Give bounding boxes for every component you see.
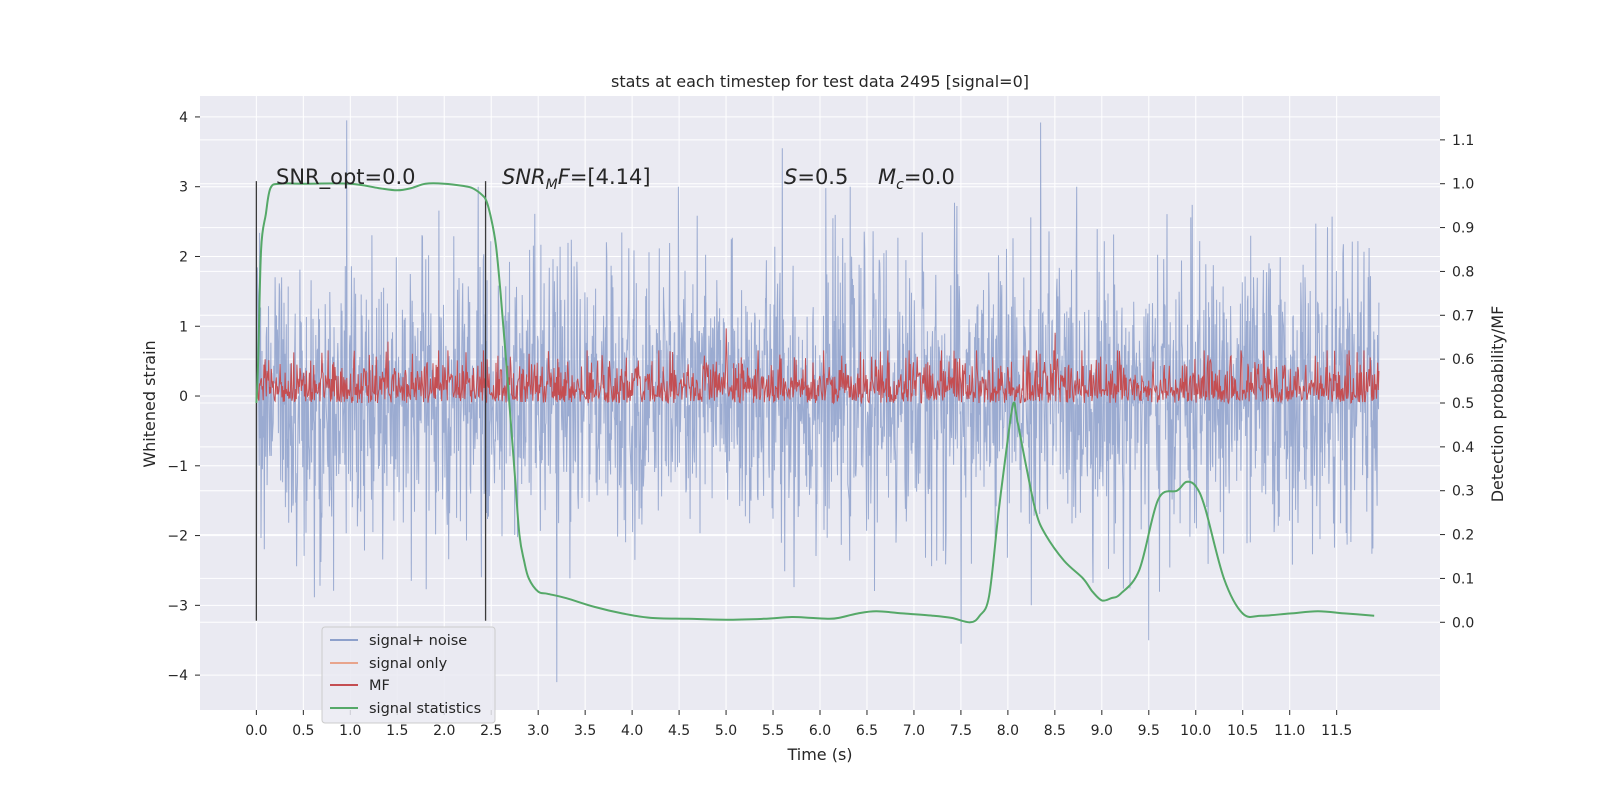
x-tick-label: 5.0 (715, 723, 737, 739)
y-tick-label: 3 (179, 180, 188, 196)
x-tick-label: 7.0 (903, 723, 925, 739)
x-tick-label: 2.0 (433, 723, 455, 739)
annotation-mc: Mc=0.0 (878, 165, 955, 193)
y2-tick-label: 0.1 (1452, 571, 1474, 587)
y2-tick-label: 0.0 (1452, 615, 1474, 631)
y-tick-label: −3 (167, 598, 188, 614)
x-tick-label: 4.0 (621, 723, 643, 739)
x-tick-label: 0.5 (292, 723, 314, 739)
legend-label-signal-noise: signal+ noise (369, 633, 467, 649)
mf-series (255, 328, 1380, 405)
x-tick-label: 3.0 (527, 723, 549, 739)
y-tick-label: 1 (179, 319, 188, 335)
y-tick-label: 2 (179, 249, 188, 265)
y2-axis-label: Detection probability/MF (1488, 306, 1507, 503)
x-tick-label: 10.0 (1180, 723, 1211, 739)
signal-statistics-series (255, 182, 1375, 624)
y-axis-ticks: −4 −3 −2 −1 0 1 2 3 4 (167, 110, 200, 684)
annotation-snr-mf: SNRMF=[4.14] (502, 165, 651, 193)
legend-box (321, 626, 496, 724)
legend-label-signal-only: signal only (369, 656, 448, 672)
x-tick-label: 11.5 (1321, 723, 1352, 739)
x-tick-label: 2.5 (480, 723, 502, 739)
annotation-s: S=0.5 (784, 165, 848, 189)
y-tick-label: −4 (167, 668, 188, 684)
x-tick-label: 11.0 (1274, 723, 1305, 739)
mf-line (255, 328, 1380, 405)
x-axis-label: Time (s) (786, 745, 852, 764)
legend-label-mf: MF (369, 678, 390, 694)
legend: signal+ noise signal only MF signal stat… (321, 626, 496, 724)
x-tick-label: 6.0 (809, 723, 831, 739)
y2-tick-label: 0.8 (1452, 264, 1474, 280)
x-axis-ticks: 0.0 0.5 1.0 1.5 2.0 2.5 3.0 3.5 4.0 4.5 5.0 5.5 6.0 6… (245, 710, 1352, 739)
y2-tick-label: 1.1 (1452, 133, 1474, 149)
x-tick-label: 9.0 (1091, 723, 1113, 739)
x-tick-label: 9.5 (1138, 723, 1160, 739)
x-tick-label: 8.5 (1044, 723, 1066, 739)
x-tick-label: 4.5 (668, 723, 690, 739)
chart-title: stats at each timestep for test data 249… (611, 72, 1029, 91)
y2-axis-ticks: 0.0 0.1 0.2 0.3 0.4 0.5 0.6 0.7 0.8 0.9 1.0 1.1 (1440, 133, 1474, 631)
x-tick-label: 1.0 (339, 723, 361, 739)
signal-statistics-line (255, 182, 1375, 624)
y2-tick-label: 1.0 (1452, 177, 1474, 193)
y-tick-label: 0 (179, 389, 188, 405)
x-tick-label: 3.5 (574, 723, 596, 739)
y2-tick-label: 0.2 (1452, 528, 1474, 544)
x-tick-label: 8.0 (997, 723, 1019, 739)
signal-noise-series (255, 120, 1380, 683)
x-tick-label: 7.5 (950, 723, 972, 739)
y2-tick-label: 0.7 (1452, 308, 1474, 324)
y-tick-label: −2 (167, 529, 188, 545)
signal-noise-line (255, 120, 1380, 683)
annotations: SNR_opt=0.0 SNRMF=[4.14] S=0.5 Mc=0.0 (276, 165, 955, 193)
legend-label-signal-statistics: signal statistics (369, 701, 481, 717)
annotation-snr-opt: SNR_opt=0.0 (276, 165, 416, 190)
x-tick-label: 6.5 (856, 723, 878, 739)
x-tick-label: 10.5 (1227, 723, 1258, 739)
y-axis-label: Whitened strain (140, 340, 159, 467)
y-tick-label: 4 (179, 110, 188, 126)
y2-tick-label: 0.9 (1452, 221, 1474, 237)
y-tick-label: −1 (167, 459, 188, 475)
y2-tick-label: 0.3 (1452, 484, 1474, 500)
x-tick-label: 1.5 (386, 723, 408, 739)
y2-tick-label: 0.4 (1452, 440, 1474, 456)
x-tick-label: 5.5 (762, 723, 784, 739)
y2-tick-label: 0.5 (1452, 396, 1474, 412)
x-tick-label: 0.0 (245, 723, 267, 739)
y2-tick-label: 0.6 (1452, 352, 1474, 368)
